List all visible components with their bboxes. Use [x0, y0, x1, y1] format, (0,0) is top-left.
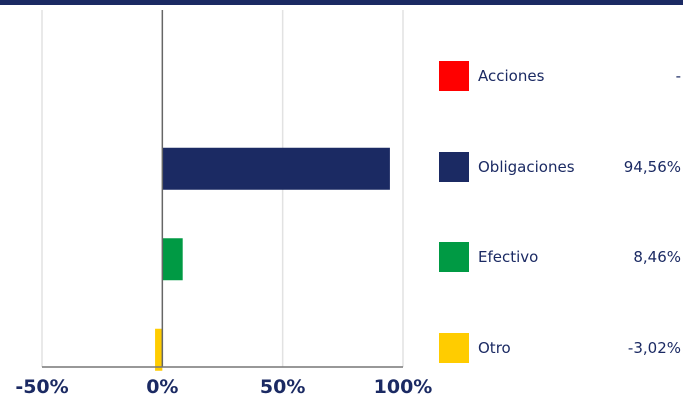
legend-label: Otro — [478, 338, 511, 357]
x-tick-label: 0% — [146, 376, 178, 398]
legend-item-efectivo: Efectivo 8,46% — [439, 240, 683, 274]
legend-swatch — [439, 151, 469, 182]
legend-item-acciones: Acciones - — [439, 59, 683, 93]
bar-efectivo — [162, 238, 183, 281]
legend-label: Efectivo — [478, 248, 539, 267]
legend-value: 8,46% — [633, 248, 681, 267]
legend-label: Acciones — [478, 67, 545, 86]
bar-otro — [155, 328, 163, 371]
x-tick-label: 50% — [260, 376, 305, 398]
legend-item-otro: Otro -3,02% — [439, 331, 683, 365]
legend-value: - — [675, 67, 681, 86]
legend-swatch — [439, 332, 469, 363]
x-tick-label: -50% — [15, 376, 68, 398]
legend-swatch — [439, 242, 469, 273]
legend-item-obligaciones: Obligaciones 94,56% — [439, 150, 683, 184]
legend-value: 94,56% — [623, 157, 681, 176]
legend-value: -3,02% — [627, 338, 681, 357]
legend-swatch — [439, 61, 469, 92]
legend-label: Obligaciones — [478, 157, 575, 176]
header-bar — [0, 0, 683, 5]
x-tick-label: 100% — [374, 376, 433, 398]
bar-obligaciones — [162, 147, 390, 190]
